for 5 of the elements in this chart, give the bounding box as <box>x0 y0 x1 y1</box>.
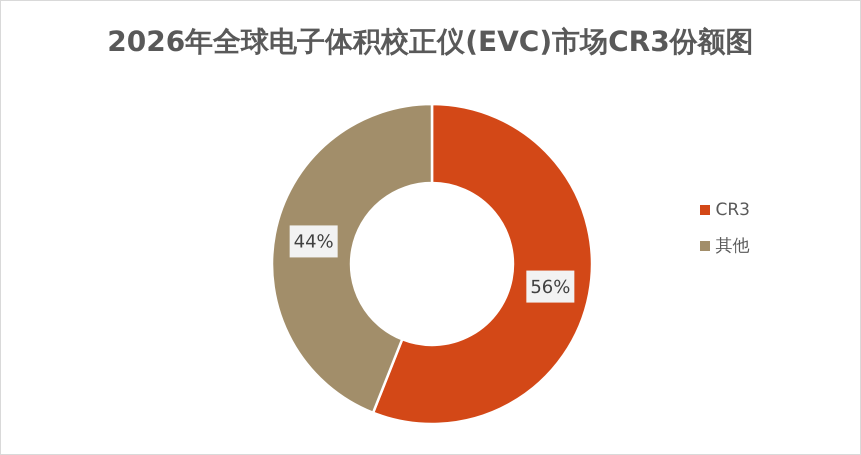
data-label: 56% <box>530 276 570 298</box>
legend-label: CR3 <box>716 200 750 220</box>
chart-title: 2026年全球电子体积校正仪(EVC)市场CR3份额图 <box>107 24 754 60</box>
data-label: 44% <box>294 232 334 253</box>
legend-label: 其他 <box>716 236 750 256</box>
